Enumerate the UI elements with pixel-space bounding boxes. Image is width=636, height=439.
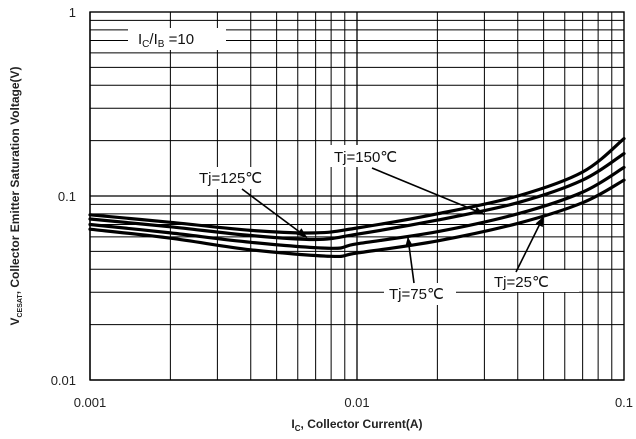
label-tj75: Tj=75℃ xyxy=(384,283,456,305)
label-tj125-bg xyxy=(195,167,275,189)
y-axis-title: VCESAT, Collector Emitter Saturation Vol… xyxy=(8,66,24,325)
arrow-line xyxy=(241,188,308,239)
x-axis-title: IC, Collector Current(A) xyxy=(291,417,422,433)
label-tj25-bg xyxy=(489,270,579,292)
arrow-head xyxy=(296,228,308,238)
x-tick-label: 0.01 xyxy=(344,395,369,410)
condition-label: IC/IB =10 xyxy=(128,28,226,50)
curves xyxy=(88,137,626,259)
condition-label-bg xyxy=(128,28,226,50)
arrow-head xyxy=(535,216,544,228)
series-line-75 xyxy=(88,165,626,250)
label-tj25: Tj=25℃ xyxy=(489,270,579,292)
x-tick-label: 0.001 xyxy=(74,395,107,410)
arrow-line xyxy=(371,167,485,216)
x-tick-label: 0.1 xyxy=(615,395,633,410)
arrow-head xyxy=(473,206,485,215)
plot-frame xyxy=(89,11,625,381)
y-tick-label: 0.1 xyxy=(58,189,76,204)
y-tick-label: 0.01 xyxy=(51,373,76,388)
y-tick-label: 1 xyxy=(69,5,76,20)
label-tj25-text: Tj=25℃ xyxy=(494,274,549,291)
arrow-head xyxy=(405,236,414,248)
label-tj150-text: Tj=150℃ xyxy=(334,149,397,166)
label-tj75-text: Tj=75℃ xyxy=(389,286,444,303)
condition-label-text: IC/IB =10 xyxy=(138,31,194,50)
label-tj75-bg xyxy=(384,283,456,305)
label-tj150-bg xyxy=(330,145,410,167)
arrow-line xyxy=(515,216,545,273)
label-tj125: Tj=125℃ xyxy=(195,167,275,189)
series-line-150 xyxy=(88,137,626,235)
series-line-125 xyxy=(88,152,626,242)
label-tj150: Tj=150℃ xyxy=(330,145,410,167)
series-line-25 xyxy=(88,178,626,259)
label-tj125-text: Tj=125℃ xyxy=(199,170,262,187)
tick-labels: 0.001 0.01 0.1 1 0.1 0.01 xyxy=(51,5,633,410)
label-arrows xyxy=(241,167,545,284)
